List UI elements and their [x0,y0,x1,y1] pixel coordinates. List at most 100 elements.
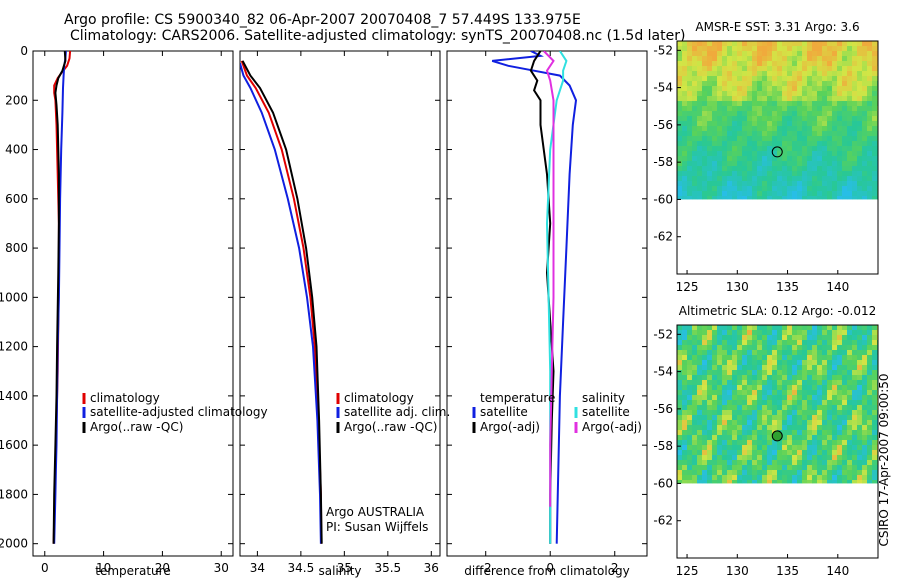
altimetric_sla_map-cell [862,390,868,396]
altimetric_sla_map-ytick-label: -56 [653,402,673,416]
altimetric_sla_map-cell [737,450,743,456]
altimetric_sla_map-cell [812,330,818,336]
amsre_sst_map-cell [817,111,823,117]
amsre_sst_map-cell [852,96,858,102]
altimetric_sla_map-cell [742,370,748,376]
altimetric_sla_map-cell [832,470,838,476]
altimetric_sla_map-cell [772,370,778,376]
altimetric_sla_map-cell [737,350,743,356]
amsre_sst_map-cell [817,141,823,147]
amsre_sst_map-cell [777,51,783,57]
amsre_sst_map-cell [852,86,858,92]
amsre_sst_map-cell [747,56,753,62]
altimetric_sla_map-cell [797,435,803,441]
amsre_sst_map-cell [872,171,878,177]
altimetric_sla_map-cell [827,410,833,416]
amsre_sst_map-cell [682,81,688,87]
amsre_sst_map-cell [732,196,738,200]
amsre_sst_map-cell [757,111,763,117]
amsre_sst_map-cell [817,121,823,127]
altimetric_sla_map-cell [747,470,753,476]
altimetric_sla_map-cell [777,445,783,451]
amsre_sst_map-cell [692,76,698,82]
altimetric_sla_map-cell [787,475,793,481]
altimetric_sla_map-cell [802,455,808,461]
altimetric_sla_map-cell [802,365,808,371]
amsre_sst_map-cell [712,186,718,192]
amsre_sst_map-cell [817,166,823,172]
amsre_sst_map-cell [837,101,843,107]
altimetric_sla_map-cell [787,465,793,471]
altimetric_sla_map-cell [802,435,808,441]
amsre_sst_map-cell [862,126,868,132]
altimetric_sla_map-cell [797,460,803,466]
altimetric_sla_map-cell [677,390,683,396]
altimetric_sla_map-cell [707,345,713,351]
amsre_sst_map-cell [857,91,863,97]
amsre_sst_map-cell [692,61,698,67]
altimetric_sla_map-cell [847,420,853,426]
amsre_sst_map-cell [787,91,793,97]
altimetric_sla_map-cell [747,420,753,426]
amsre_sst_map-cell [857,61,863,67]
altimetric_sla_map-cell [787,370,793,376]
altimetric_sla_map-cell [862,425,868,431]
altimetric_sla_map-cell [817,480,823,484]
altimetric_sla_map-cell [812,370,818,376]
altimetric_sla_map-cell [832,420,838,426]
altimetric_sla_map-cell [862,470,868,476]
altimetric_sla_map-cell [822,350,828,356]
amsre_sst_map-cell [717,181,723,187]
amsre_sst_map-cell [712,116,718,122]
amsre_sst_map-cell [852,191,858,197]
amsre_sst_map-cell [807,196,813,200]
altimetric_sla_map-cell [777,360,783,366]
amsre_sst_map-cell [822,126,828,132]
altimetric_sla_map-cell [757,475,763,481]
altimetric_sla_map-cell [737,445,743,451]
altimetric_sla_map-cell [847,465,853,471]
altimetric_sla_map-cell [737,390,743,396]
amsre_sst_map-cell [847,81,853,87]
amsre_sst_map-cell [812,141,818,147]
amsre_sst_map-cell [727,111,733,117]
amsre_sst_map-cell [852,166,858,172]
altimetric_sla_map-cell [817,455,823,461]
altimetric_sla_map-cell [712,440,718,446]
amsre_sst_map-cell [787,191,793,197]
amsre_sst_map-cell [772,161,778,167]
amsre_sst_map-cell [852,136,858,142]
amsre_sst_map-cell [702,131,708,137]
difference-xtick-label: 2 [611,561,619,575]
amsre_sst_map-cell [827,166,833,172]
amsre_sst_map-cell [832,91,838,97]
amsre_sst_map-cell [752,136,758,142]
amsre_sst_map-xtick-label: 135 [776,280,799,294]
amsre_sst_map-cell [867,71,873,77]
altimetric_sla_map-cell [727,395,733,401]
altimetric_sla_map-cell [872,325,878,331]
altimetric_sla_map-cell [802,440,808,446]
altimetric_sla_map-cell [752,475,758,481]
altimetric_sla_map-cell [817,420,823,426]
amsre_sst_map-cell [697,46,703,52]
amsre_sst_map-cell [857,121,863,127]
amsre_sst_map-cell [762,101,768,107]
altimetric_sla_map-cell [677,405,683,411]
altimetric_sla_map-cell [727,410,733,416]
amsre_sst_map-cell [812,91,818,97]
altimetric_sla_map-cell [677,340,683,346]
amsre_sst_map-cell [702,161,708,167]
amsre_sst_map-cell [857,126,863,132]
amsre_sst_map-cell [687,166,693,172]
amsre_sst_map-cell [742,71,748,77]
altimetric_sla_map-cell [752,445,758,451]
altimetric_sla_map-cell [782,390,788,396]
altimetric_sla_map-cell [682,450,688,456]
title-line-2: Climatology: CARS2006. Satellite-adjuste… [70,28,686,44]
altimetric_sla_map-cell [707,330,713,336]
amsre_sst_map-cell [712,41,718,47]
amsre_sst_map-cell [872,56,878,62]
amsre_sst_map-cell [832,141,838,147]
altimetric_sla_map-cell [747,355,753,361]
